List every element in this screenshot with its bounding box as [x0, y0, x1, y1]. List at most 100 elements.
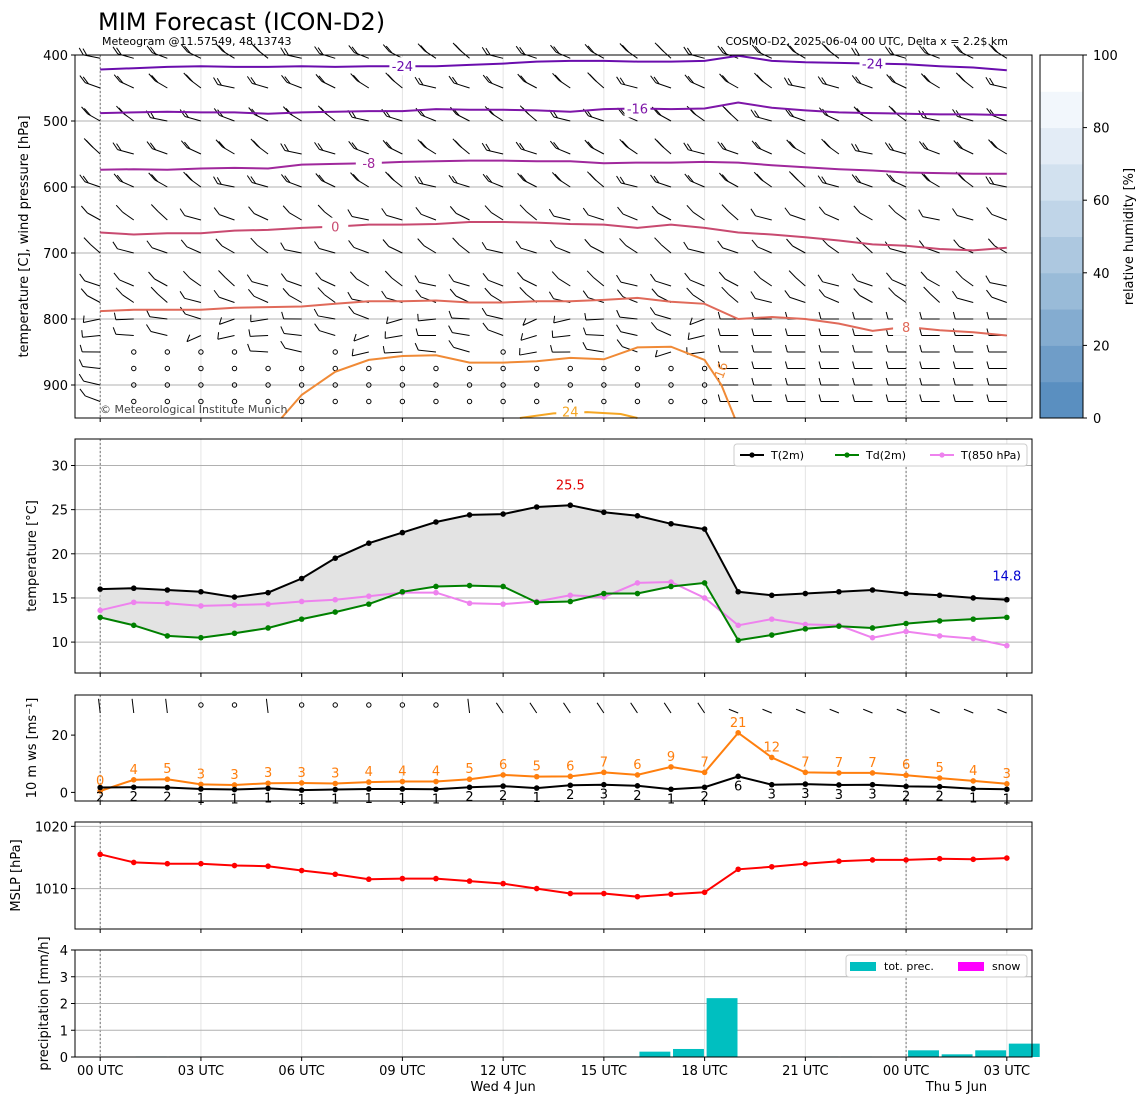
wind-barb	[751, 239, 772, 254]
wind-barb-shaft	[894, 211, 907, 221]
series-point	[433, 589, 439, 596]
wind-barb-feather	[751, 140, 759, 149]
wind-barb-feather	[884, 142, 891, 150]
wind-barb-feather	[285, 107, 293, 116]
wind-barb-shaft	[654, 313, 672, 320]
wind-barb	[183, 72, 202, 89]
wind-barb-shaft	[467, 698, 471, 714]
wind-barb-shaft	[421, 213, 437, 221]
wind-barb	[888, 287, 907, 303]
wind-barb-shaft	[319, 330, 336, 336]
wind-barb-feather	[717, 141, 724, 150]
wind-barb-feather	[584, 43, 592, 52]
wind-barb	[113, 173, 134, 188]
wind-barb-feather	[918, 209, 924, 217]
wind-barb	[213, 108, 235, 122]
wind-barb-shaft	[319, 248, 336, 254]
wind-barb-shaft	[690, 180, 705, 188]
wind-barb-shaft	[157, 293, 168, 303]
gust-value-label: 3	[197, 767, 205, 782]
wind-barb-feather	[986, 361, 990, 369]
wind-barb-feather	[381, 290, 387, 299]
wind-barb	[788, 171, 806, 188]
wind-barb-feather	[885, 311, 889, 320]
wind-barb	[750, 208, 772, 221]
wind-barb-shaft	[862, 244, 873, 254]
wind-barb	[113, 312, 134, 321]
wind-barb-feather	[818, 289, 826, 297]
wind-barb-feather	[789, 45, 797, 54]
gust-value-label: 6	[902, 758, 910, 773]
series-line	[99, 580, 1008, 647]
calm-wind-circle	[668, 398, 674, 405]
wind-barb	[886, 74, 907, 89]
wind-barb-feather	[621, 140, 630, 149]
wind-barb-shaft	[822, 281, 840, 287]
wind-barb-shaft	[926, 278, 940, 287]
wind-barb-feather	[821, 138, 829, 147]
wind-barb-feather	[213, 77, 219, 85]
wind-barb-shaft	[87, 295, 101, 303]
series-point	[164, 776, 171, 783]
wind-barb-feather	[317, 143, 324, 151]
wind-barb	[213, 77, 235, 89]
wind-barb	[415, 328, 436, 336]
wind-barb-feather	[384, 270, 393, 279]
series-point	[97, 607, 103, 614]
y-tick-label: 30	[51, 459, 68, 474]
wind-barb	[481, 47, 504, 59]
wind-barb	[382, 140, 403, 155]
wind-barb-feather	[958, 173, 966, 182]
colorbar-segment	[1040, 55, 1083, 92]
wind-barb-shaft	[117, 248, 134, 254]
wind-barb-feather	[621, 44, 630, 53]
series-point	[903, 628, 909, 635]
series-point	[164, 587, 171, 593]
wind-barb-feather	[884, 46, 891, 54]
wind-barb-shaft	[221, 245, 235, 254]
wind-barb	[818, 377, 839, 386]
wind-barb	[753, 171, 773, 188]
wind-barb-shaft	[930, 708, 940, 714]
wind-barb-feather	[920, 172, 928, 181]
mean-value-label: 2	[566, 788, 574, 803]
wind-barb-feather	[985, 176, 991, 184]
wind-barb-shaft	[827, 244, 840, 254]
wind-barb-feather	[919, 328, 923, 336]
series-point	[97, 784, 103, 791]
wind-barb-shaft	[391, 277, 403, 287]
wind-barb-shaft	[152, 148, 168, 155]
series-point	[466, 784, 473, 791]
wind-barb-feather	[687, 174, 694, 183]
wind-barb	[754, 72, 773, 89]
wind-barb-feather	[852, 344, 855, 353]
wind-barb-feather	[656, 44, 665, 53]
wind-barb-feather	[317, 287, 325, 295]
figure-subtitle-right: COSMO-D2, 2025-06-04 00 UTC, Delta x = 2…	[725, 35, 1008, 48]
series-point	[231, 786, 238, 793]
wind-barb-feather	[452, 76, 458, 85]
wind-barb-feather	[721, 286, 729, 295]
series-point	[802, 860, 809, 867]
wind-barb	[851, 143, 873, 155]
wind-barb-feather	[522, 318, 527, 326]
wind-barb-shaft	[859, 295, 873, 303]
wind-barb-feather	[888, 287, 896, 296]
wind-barb-feather	[683, 142, 689, 151]
wind-barb-shaft	[760, 277, 773, 287]
wind-barb	[281, 311, 302, 320]
wind-barb	[919, 361, 940, 369]
mean-value-label: 3	[600, 788, 608, 803]
series-line	[99, 581, 1007, 642]
wind-barb-feather	[350, 73, 358, 81]
wind-barb-feather	[351, 142, 358, 150]
series-point	[366, 601, 372, 607]
wind-barb	[717, 240, 739, 254]
wind-barb-shaft	[283, 332, 302, 336]
y-tick-label: 2	[60, 998, 68, 1013]
wind-barb-feather	[955, 270, 963, 279]
wind-barb-shaft	[217, 335, 235, 340]
wind-barb-shaft	[889, 248, 907, 254]
wind-barb-shaft	[924, 147, 940, 155]
wind-barb	[146, 240, 168, 254]
